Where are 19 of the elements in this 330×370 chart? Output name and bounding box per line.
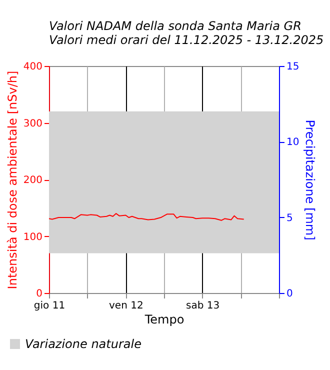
- text: Valori NADAM della sonda Santa Maria GR: [49, 19, 302, 33]
- y-tick-label: 300: [23, 118, 42, 130]
- legend-label: Variazione naturale: [25, 337, 142, 351]
- x-axis-title: Tempo: [144, 312, 184, 326]
- x-tick-label: gio 11: [34, 300, 66, 312]
- y2-tick-label: 15: [286, 62, 300, 72]
- x-tick-label: sab 13: [186, 300, 220, 312]
- y-tick-label: 200: [23, 175, 42, 186]
- y-tick-label: 100: [23, 232, 42, 243]
- y2-tick-label: 10: [286, 137, 300, 148]
- y-tick-label: 0: [36, 288, 42, 300]
- y2-tick-label: 0: [286, 288, 293, 300]
- y-axis-title: Intensità di dose ambientale [nSv/h]: [5, 70, 20, 290]
- y2-axis-title: Precipitazione [mm]: [303, 120, 318, 240]
- x-tick-label: ven 12: [109, 300, 144, 312]
- y2-tick-label: 5: [286, 212, 293, 224]
- y-tick-label: 400: [23, 62, 42, 72]
- line-series: [48, 213, 244, 221]
- text: Valori medi orari del 11.12.2025 - 13.12.2025: [49, 33, 324, 47]
